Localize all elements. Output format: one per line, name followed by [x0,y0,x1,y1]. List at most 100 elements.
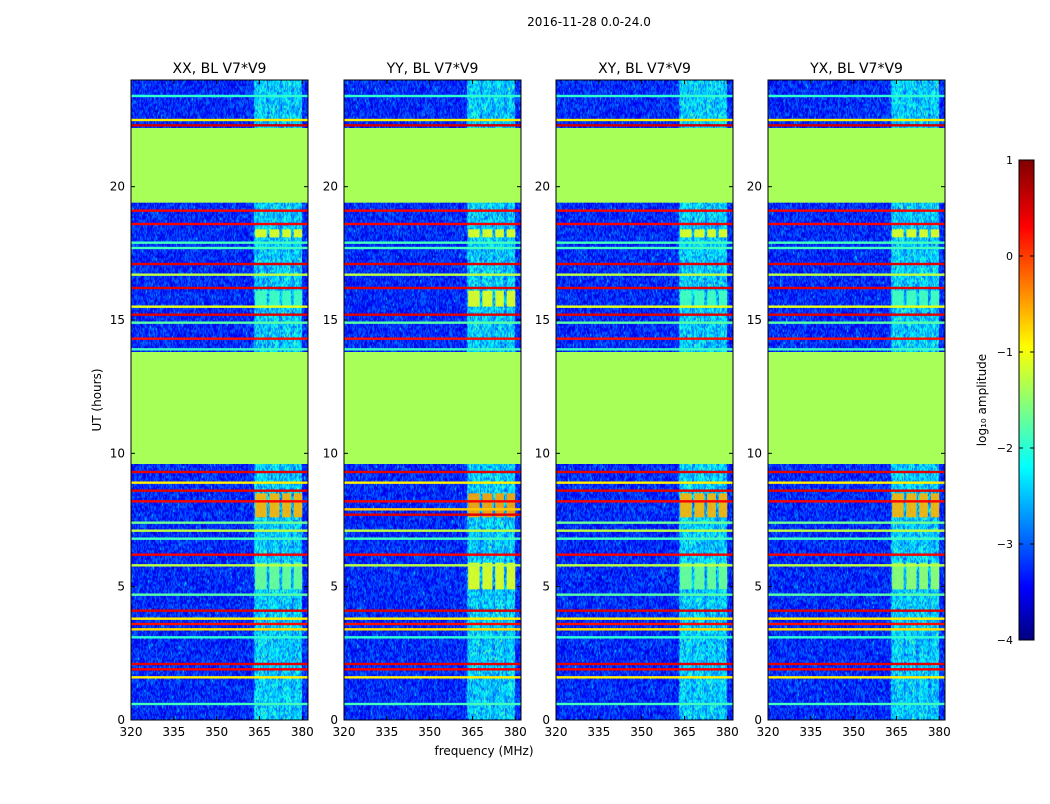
rfi-line [131,489,308,492]
rfi-burst [930,290,940,307]
x-tick-label: 320 [333,725,356,739]
rfi-line [556,676,733,679]
rfi-line [344,273,521,276]
rfi-line [556,481,733,484]
rfi-line [131,273,308,276]
rfi-burst [282,229,291,238]
rfi-line [344,628,521,631]
heatmap-area [556,80,733,720]
rfi-burst [892,493,904,518]
rfi-burst [718,229,728,238]
rfi-line [768,470,945,474]
colorbar-tick-label: −1 [997,346,1013,359]
y-tick-label: 10 [747,446,762,460]
rfi-line [344,246,521,250]
rfi-burst [293,562,303,590]
rfi-line [556,348,733,351]
rfi-line [344,313,521,316]
rfi-burst [495,290,504,307]
rfi-line [131,676,308,679]
rfi-burst [255,493,267,518]
y-tick-label: 5 [330,580,338,594]
y-tick-label: 15 [323,313,338,327]
rfi-line [556,222,733,226]
rfi-line [344,209,521,212]
rfi-line [344,348,521,351]
rfi-line [344,553,521,556]
rfi-burst [707,229,716,238]
rfi-burst [468,290,480,307]
rfi-line [768,609,945,612]
rfi-line [768,537,945,540]
rfi-burst [906,229,917,238]
rfi-line [556,617,733,620]
rfi-line [556,246,733,250]
rfi-line [556,500,733,503]
rfi-line [768,262,945,266]
rfi-line [768,564,945,567]
rfi-burst [919,562,928,590]
rfi-line [131,609,308,612]
rfi-line [131,564,308,567]
rfi-line [344,636,521,639]
rfi-line [344,500,521,503]
rfi-line [556,262,733,266]
rfi-line [768,676,945,679]
rfi-line [768,241,945,244]
rfi-burst [680,493,692,518]
rfi-line [556,470,733,474]
flagged-block [556,128,733,203]
rfi-burst [707,290,716,307]
x-tick-label: 350 [630,725,653,739]
rfi-burst [718,290,728,307]
y-tick-label: 10 [110,446,125,460]
rfi-line [131,209,308,212]
x-tick-label: 365 [673,725,696,739]
rfi-line [131,521,308,524]
rfi-line [131,241,308,244]
rfi-line [556,609,733,612]
rfi-burst [482,290,493,307]
rfi-line [768,489,945,492]
rfi-line [768,124,945,127]
flagged-block [768,128,945,203]
rfi-line [768,636,945,639]
rfi-line [344,321,521,324]
colorbar-tick-label: −3 [997,538,1013,551]
heatmap-area [768,80,945,720]
y-tick-label: 10 [323,446,338,460]
rfi-line [556,241,733,244]
rfi-burst [694,290,705,307]
flagged-block [768,352,945,464]
rfi-burst [892,229,904,238]
rfi-line [344,537,521,540]
rfi-line [556,529,733,532]
y-tick-label: 5 [117,580,125,594]
rfi-line [556,564,733,567]
rfi-line [556,628,733,631]
rfi-line [556,313,733,316]
rfi-line [768,529,945,532]
rfi-line [768,668,945,671]
rfi-burst [707,493,716,518]
rfi-line [768,313,945,316]
y-tick-label: 15 [535,313,550,327]
rfi-line [131,124,308,127]
x-tick-label: 365 [885,725,908,739]
rfi-line [344,513,521,516]
rfi-line [344,222,521,226]
flagged-block [556,352,733,464]
rfi-line [768,222,945,226]
axes-frame [767,79,946,721]
x-tick-label: 380 [291,725,314,739]
rfi-burst [269,229,280,238]
colorbar: 1 0 −1 −2 −3 −4 log₁₀ amplitude [975,154,1035,647]
colorbar-tick-label: −4 [997,634,1013,647]
rfi-line [556,636,733,639]
colorbar-tick-label: 1 [1006,154,1013,167]
rfi-line [131,628,308,631]
rfi-line [556,94,733,98]
x-tick-label: 335 [587,725,610,739]
